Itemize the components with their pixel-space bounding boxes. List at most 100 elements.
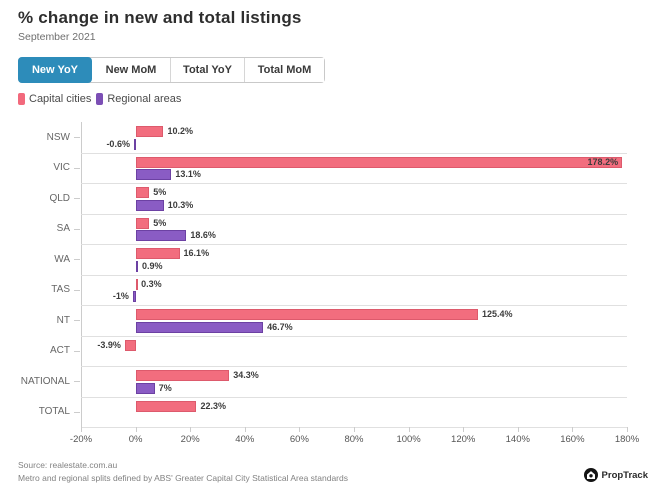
x-tick-label-60-: 60% [289,434,309,445]
bar-value-label: 0.3% [141,278,162,289]
x-axis-tick [627,427,628,432]
bar-value-label: 0.9% [142,260,163,271]
row-separator [81,336,627,337]
bar-value-label: 10.2% [167,126,193,136]
row-separator [81,244,627,245]
bar-value-label: 5% [153,217,167,228]
bar-value-label: -1% [112,291,129,301]
bar-value-label: 178.2% [587,156,619,167]
tab-total-mom[interactable]: Total MoM [245,58,324,82]
page-title: % change in new and total listings [18,8,302,27]
bar-chart-plot: NSW VIC QLD SA WA TAS NT ACT NATIONAL TOTAL 10.2% 1… [0,122,660,428]
x-axis-tick [135,427,137,432]
legend-label-regional-areas: Regional areas [107,93,182,105]
bar-capital-cities-wa [135,248,180,259]
proptrack-house-icon [583,468,598,482]
x-axis-tick [572,427,574,432]
bar-value-label: 34.3% [233,370,259,380]
category-tick [74,137,80,138]
category-tick [74,290,80,291]
bar-capital-cities-vic [135,156,623,168]
x-axis-tick [463,427,465,432]
bar-capital-cities-tas [135,278,138,290]
category-tick [74,168,80,169]
category-tick [74,229,80,230]
category-label-qld: QLD [49,192,70,204]
category-label-sa: SA [56,223,70,235]
proptrack-wordmark: PropTrack [601,469,648,481]
source-note: Source: realestate.com.au [18,460,118,470]
bar-regional-areas-wa [135,260,139,272]
x-tick-label-160-: 160% [560,434,585,445]
x-tick-label-120-: 120% [451,434,476,445]
row-separator [81,275,627,276]
category-label-nt: NT [56,314,70,326]
category-tick [74,381,80,382]
x-tick-label-0-: 0% [128,434,143,445]
category-label-vic: VIC [53,162,70,174]
category-tick [74,351,80,352]
x-axis-tick [190,427,192,432]
methodology-note: Metro and regional splits defined by ABS… [18,472,348,483]
category-label-wa: WA [54,253,70,265]
chart-legend: Capital cities Regional areas [18,92,186,106]
category-tick [74,412,80,413]
bar-value-label: -3.9% [97,339,121,350]
bar-capital-cities-nt [135,309,478,320]
y-axis-line [81,122,82,427]
bar-capital-cities-national [135,370,230,381]
bar-value-label: 125.4% [481,309,513,319]
category-label-national: NATIONAL [20,375,70,387]
bar-value-label: 18.6% [190,230,216,240]
chart-subtitle: September 2021 [18,31,96,43]
category-label-total: TOTAL [38,406,70,418]
bar-capital-cities-qld [135,187,150,198]
bar-value-label: 10.3% [167,199,194,210]
x-tick-label--20-: -20% [69,434,93,445]
x-tick-label-20-: 20% [180,434,200,445]
row-separator [81,305,627,306]
tab-new-yoy[interactable]: New YoY [18,57,92,83]
bar-value-label: 16.1% [183,248,210,258]
legend-swatch-capital-cities [18,93,25,105]
row-separator [81,214,627,215]
proptrack-logo: PropTrack [583,468,648,482]
category-label-tas: TAS [51,284,70,296]
tab-total-yoy[interactable]: Total YoY [171,58,245,82]
x-tick-label-140-: 140% [505,434,530,445]
bar-value-label: 13.1% [175,169,201,179]
bar-value-label: 5% [153,187,167,197]
legend-label-capital-cities: Capital cities [29,93,92,105]
bar-capital-cities-act [124,339,136,351]
bar-regional-areas-tas [132,291,136,302]
x-axis-tick [408,427,410,432]
x-axis-tick [517,427,519,432]
x-tick-label-100-: 100% [396,434,421,445]
bar-value-label: -0.6% [106,138,130,149]
bar-capital-cities-total [135,400,197,412]
x-axis-tick [81,427,82,432]
chart-footer: Source: realestate.com.au Metro and regi… [18,459,348,484]
x-tick-label-80-: 80% [344,434,364,445]
bar-regional-areas-qld [135,199,164,211]
x-axis-tick [299,427,301,432]
legend-swatch-regional-areas [96,93,104,105]
metric-tabs: New YoY New MoM Total YoY Total MoM [18,57,325,83]
bar-regional-areas-vic [135,169,172,180]
category-label-act: ACT [50,345,70,357]
x-tick-label-180-: 180% [614,434,640,445]
bar-value-label: 22.3% [200,400,226,411]
category-tick [74,198,80,199]
x-axis-tick [244,427,246,432]
row-separator [81,366,627,367]
category-label-nsw: NSW [46,131,70,143]
row-separator [81,153,627,154]
bar-regional-areas-nt [135,321,264,333]
bar-regional-areas-nsw [133,138,136,150]
bar-value-label: 46.7% [267,321,293,332]
bar-regional-areas-national [135,382,155,394]
tab-new-mom[interactable]: New MoM [92,58,171,82]
bar-capital-cities-nsw [135,126,164,137]
bar-capital-cities-sa [135,217,150,229]
